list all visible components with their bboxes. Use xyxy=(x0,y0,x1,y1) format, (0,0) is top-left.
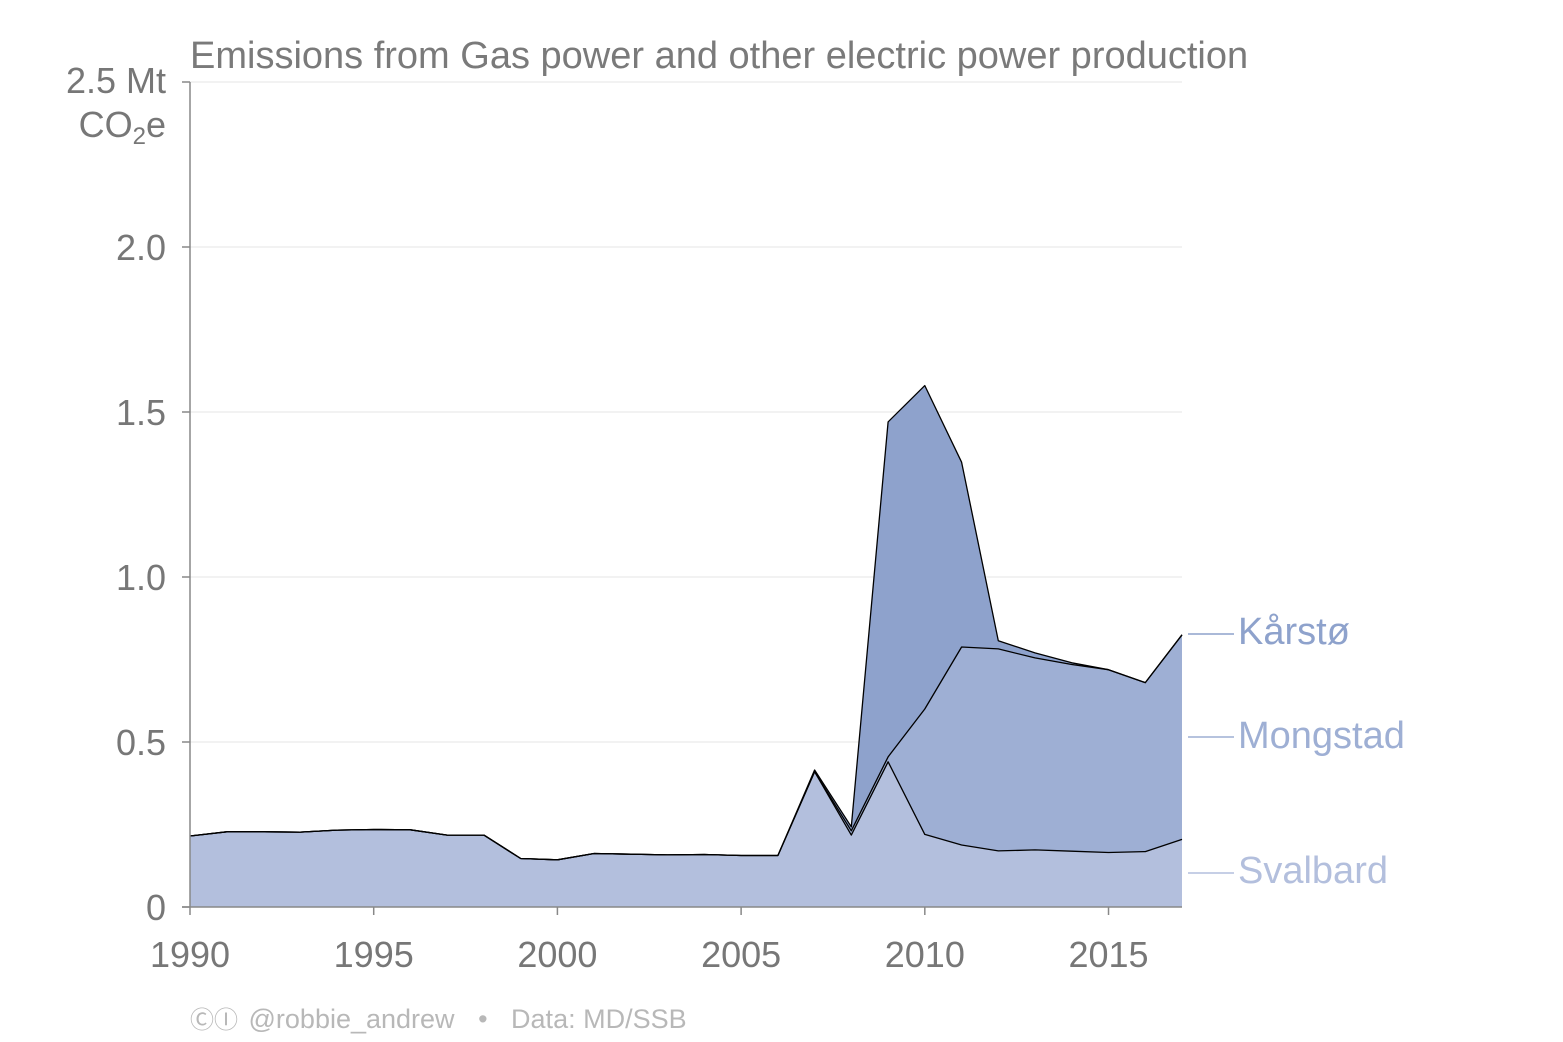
y-axis-ticks: 0 0.5 1.0 1.5 2.0 xyxy=(116,81,190,928)
y-unit-subscript: 2 xyxy=(133,123,146,150)
footer-credit: ⒸⒾ @robbie_andrew • Data: MD/SSB xyxy=(190,1004,687,1034)
series-labels: Svalbard Mongstad Kårstø xyxy=(1188,611,1405,892)
y-unit-e: e xyxy=(146,104,166,145)
x-tick-label: 2005 xyxy=(701,934,781,975)
series-label-mongstad: Mongstad xyxy=(1238,715,1405,757)
footer-source: Data: MD/SSB xyxy=(511,1004,687,1034)
area-mongstad xyxy=(190,634,1182,860)
y-tick-label: 1.0 xyxy=(116,557,166,598)
x-tick-label: 2015 xyxy=(1068,934,1148,975)
footer-separator: • xyxy=(478,1004,487,1034)
stacked-areas xyxy=(190,385,1182,907)
cc-license-icon: ⒸⒾ xyxy=(190,1007,238,1034)
y-tick-label: 0 xyxy=(146,887,166,928)
x-tick-label: 2000 xyxy=(517,934,597,975)
area-k-rst- xyxy=(190,385,1182,860)
footer: ⒸⒾ @robbie_andrew • Data: MD/SSB xyxy=(190,1004,687,1034)
x-tick-label: 1990 xyxy=(150,934,230,975)
y-unit-co: CO xyxy=(79,104,133,145)
series-label-k-rst-: Kårstø xyxy=(1238,611,1350,653)
area-outlines xyxy=(189,384,1183,861)
x-axis-ticks: 1990 1995 2000 2005 2010 2015 xyxy=(150,907,1149,975)
outline-k-rst- xyxy=(189,384,1183,861)
y-unit-label-line2: CO2e xyxy=(79,104,166,150)
series-label-svalbard: Svalbard xyxy=(1238,850,1388,892)
chart-title: Emissions from Gas power and other elect… xyxy=(190,35,1248,77)
x-tick-label: 2010 xyxy=(885,934,965,975)
y-tick-label: 0.5 xyxy=(116,722,166,763)
footer-author: @robbie_andrew xyxy=(249,1004,456,1034)
gridlines xyxy=(190,81,1182,743)
x-tick-label: 1995 xyxy=(334,934,414,975)
y-unit-label-line1: 2.5 Mt xyxy=(66,60,166,101)
area-svalbard xyxy=(190,761,1182,907)
y-tick-label: 2.0 xyxy=(116,227,166,268)
y-tick-label: 1.5 xyxy=(116,392,166,433)
